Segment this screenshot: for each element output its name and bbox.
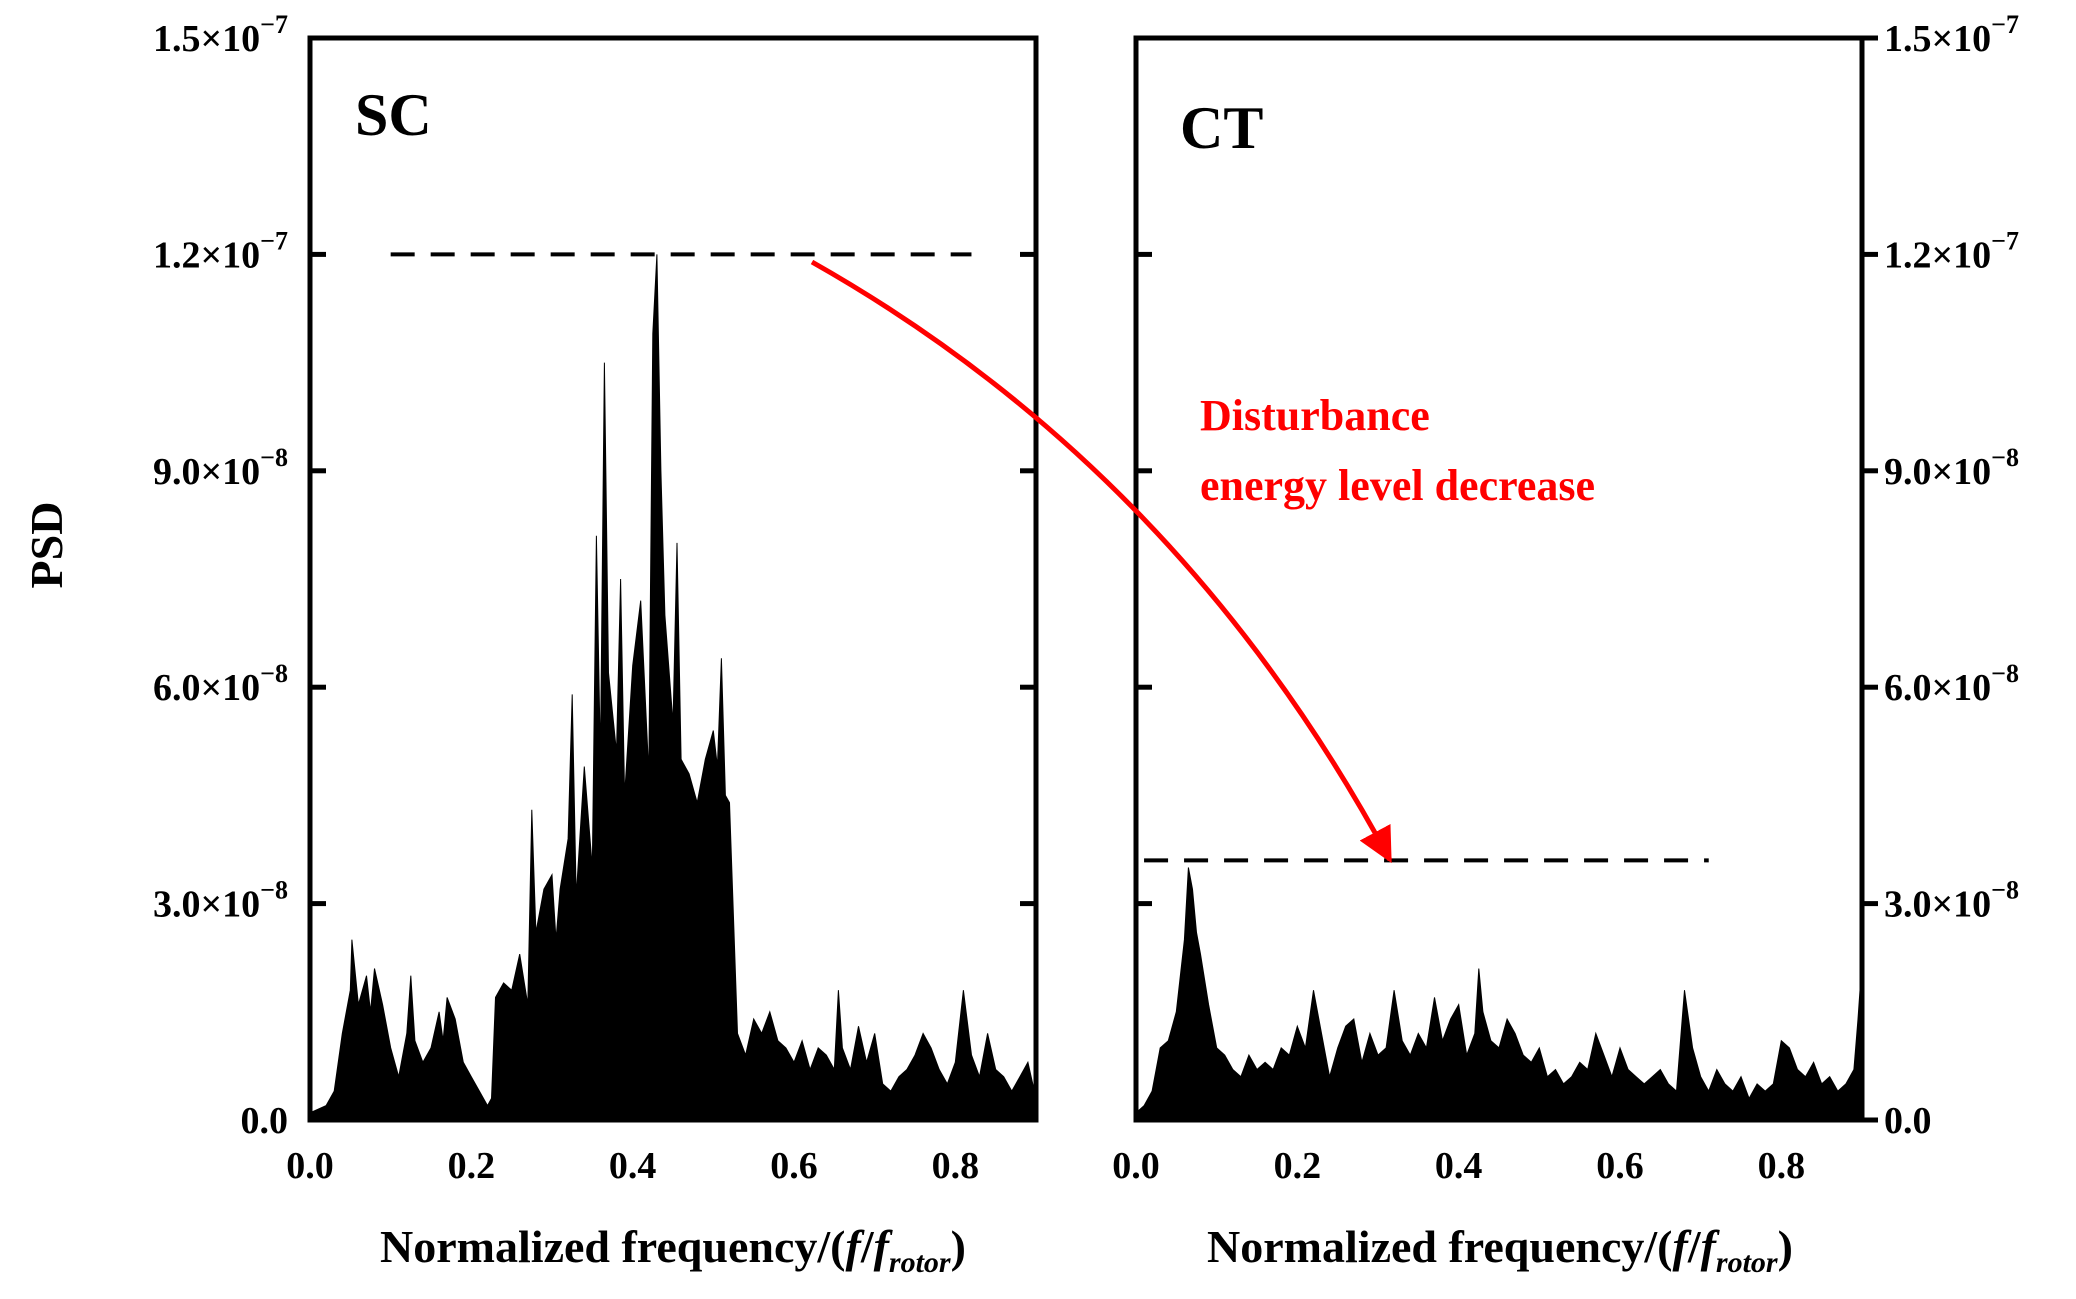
annotation-line-2: energy level decrease (1200, 461, 1595, 510)
ct-y-tick-label: 9.0×10−8 (1884, 443, 2019, 493)
ct-y-tick-label: 1.5×10−7 (1884, 10, 2019, 60)
sc-plot-frame (307, 35, 1039, 1123)
ct-x-tick-label: 0.0 (1112, 1145, 1160, 1187)
ct-psd-series (1135, 867, 1863, 1121)
ct-panel: 0.0 3.0×10−8 6.0×10−8 9.0×10−8 1.2×10−7 1.5×1… (1112, 10, 2019, 1279)
ct-x-tick-label: 0.8 (1758, 1145, 1806, 1187)
sc-x-ticks: 0.0 0.2 0.4 0.6 0.8 (286, 1104, 979, 1187)
decrease-arrow (810, 259, 1393, 864)
sc-psd-area (309, 254, 1037, 1121)
sc-y-ticks: 0.0 3.0×10−8 6.0×10−8 9.0×10−8 1.2×10−7 1.5×1… (153, 10, 1036, 1142)
ct-x-ticks: 0.0 0.2 0.4 0.6 0.8 (1112, 1104, 1805, 1187)
sc-x-tick-label: 0.2 (448, 1145, 496, 1187)
ct-y-ticks: 0.0 3.0×10−8 6.0×10−8 9.0×10−8 1.2×10−7 1.5×1… (1136, 10, 2019, 1142)
sc-y-tick-label: 6.0×10−8 (153, 659, 288, 709)
sc-panel: 0.0 3.0×10−8 6.0×10−8 9.0×10−8 1.2×10−7 1.5×1… (153, 10, 1039, 1279)
sc-x-tick-label: 0.8 (932, 1145, 980, 1187)
ct-x-tick-label: 0.6 (1596, 1145, 1644, 1187)
sc-x-tick-label: 0.4 (609, 1145, 657, 1187)
sc-x-tick-label: 0.6 (770, 1145, 818, 1187)
sc-y-tick-label: 9.0×10−8 (153, 443, 288, 493)
sc-x-tick-label: 0.0 (286, 1145, 334, 1187)
ct-y-tick-label: 6.0×10−8 (1884, 659, 2019, 709)
ct-x-axis-title: Normalized frequency/(f/frotor) (1207, 1221, 1793, 1279)
ct-x-tick-label: 0.2 (1274, 1145, 1322, 1187)
sc-psd-series (309, 254, 1037, 1121)
sc-x-axis-title: Normalized frequency/(f/frotor) (380, 1221, 966, 1279)
sc-y-tick-label: 1.2×10−7 (153, 226, 288, 276)
y-axis-title: PSD (21, 502, 72, 589)
sc-y-tick-label: 1.5×10−7 (153, 10, 288, 60)
sc-y-tick-label: 3.0×10−8 (153, 876, 288, 926)
ct-psd-area (1135, 867, 1863, 1121)
ct-y-tick-label: 1.2×10−7 (1884, 226, 2019, 276)
ct-plot-frame (1133, 35, 1865, 1123)
annotation-line-1: Disturbance (1200, 391, 1430, 440)
ct-panel-label: CT (1180, 95, 1263, 161)
sc-panel-label: SC (355, 82, 432, 148)
sc-y-tick-label: 0.0 (241, 1100, 289, 1142)
ct-y-tick-label: 0.0 (1884, 1100, 1932, 1142)
ct-x-tick-label: 0.4 (1435, 1145, 1483, 1187)
ct-y-tick-label: 3.0×10−8 (1884, 876, 2019, 926)
